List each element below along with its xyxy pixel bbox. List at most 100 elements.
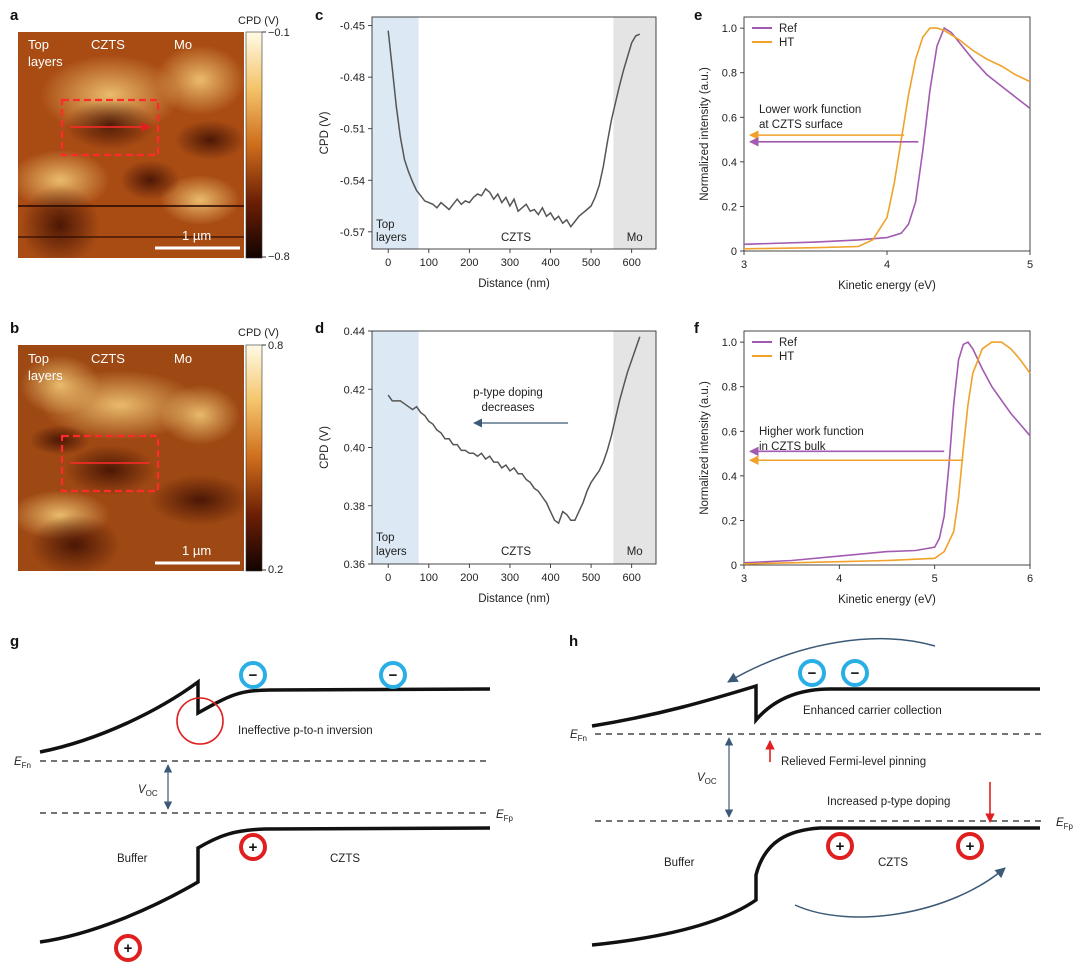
f-series-ht (743, 341, 1031, 565)
svg-text:−: − (389, 667, 398, 684)
h-czts-label: CZTS (878, 857, 908, 869)
f-xtick-label: 5 (932, 573, 938, 585)
panel-d-cpd-profile: d 0 100 200 300 400 500 600 0.36 0.38 0.40 0.42 0.4… (315, 320, 657, 605)
svg-text:−: − (249, 667, 258, 684)
h-efp-label: EFp (1056, 817, 1074, 831)
d-ytick-label: 0.40 (344, 443, 365, 455)
c-ytick-label: -0.51 (340, 124, 365, 136)
panel-e-ups-spectra: e 3 4 5 0 0.2 0.4 0.6 0.8 1.0 Kinetic energy (eV)… (694, 7, 1033, 292)
kpfm-map-b (18, 345, 244, 571)
d-region-label-mo: Mo (627, 546, 643, 558)
f-ytick-label: 0.8 (722, 382, 737, 394)
map-a-label-top: Top (28, 37, 49, 52)
panel-letter-e: e (694, 7, 702, 24)
c-ylabel: CPD (V) (319, 111, 331, 154)
d-annotation-line2: decreases (481, 402, 534, 414)
c-region-label-czts: CZTS (501, 232, 531, 244)
d-xtick-label: 400 (541, 572, 559, 584)
colorbar-a-max: −0.1 (268, 27, 290, 39)
d-ytick-label: 0.42 (344, 384, 365, 396)
d-region-label-layers: layers (376, 546, 407, 558)
e-series-ht (743, 27, 1031, 250)
g-valence-band (39, 826, 491, 944)
map-b-label-czts: CZTS (91, 351, 125, 366)
e-legend-label-ref: Ref (779, 23, 798, 35)
c-region-top-layers (372, 17, 419, 249)
c-xtick-label: 300 (501, 257, 519, 269)
f-ytick-label: 0.6 (722, 426, 737, 438)
panel-g-band-diagram: g EFn EFp VOC Buffer CZTS Ineffective p-… (10, 633, 514, 962)
h-hole-2: + (956, 832, 984, 860)
h-electron-flow-arrow (727, 638, 936, 683)
g-electron-2: − (379, 661, 407, 689)
d-region-label-czts: CZTS (501, 546, 531, 558)
g-buffer-label: Buffer (117, 853, 148, 865)
map-a-label-mo: Mo (174, 37, 192, 52)
c-ytick-label: -0.45 (340, 21, 365, 33)
panel-h-band-diagram: h EFn EFp VOC Buffer CZTS Enhanced carri… (569, 633, 1074, 947)
d-region-top-layers (372, 331, 419, 564)
c-cpd-line (387, 30, 641, 229)
e-annotation-line1: Lower work function (759, 104, 861, 116)
h-conduction-band (591, 683, 1040, 728)
d-xtick-label: 500 (582, 572, 600, 584)
h-annotation-pinning: Relieved Fermi-level pinning (781, 756, 926, 768)
panel-letter-a: a (10, 7, 19, 24)
colorbar-a (245, 31, 263, 259)
f-xtick-label: 3 (741, 573, 747, 585)
panel-a: a Top layers CZTS Mo 1 µm CPD (V) −0.1 −… (10, 7, 290, 263)
d-xtick-label: 100 (420, 572, 438, 584)
panel-letter-d: d (315, 320, 324, 337)
map-b-label-layers: layers (28, 368, 63, 383)
f-xtick-label: 6 (1027, 573, 1033, 585)
g-electron-1: − (239, 661, 267, 689)
e-xlabel: Kinetic energy (eV) (838, 280, 936, 292)
svg-text:+: + (249, 839, 258, 856)
f-ytick-label: 0.4 (722, 471, 737, 483)
d-xlabel: Distance (nm) (478, 593, 550, 605)
h-annotation-collection: Enhanced carrier collection (803, 705, 942, 717)
d-ytick-label: 0.38 (344, 501, 365, 513)
h-voc-label: VOC (697, 772, 717, 786)
d-xtick-label: 200 (460, 572, 478, 584)
map-b-label-mo: Mo (174, 351, 192, 366)
e-ylabel: Normalized intensity (a.u.) (699, 67, 711, 201)
svg-text:+: + (966, 838, 975, 855)
svg-text:+: + (124, 940, 133, 957)
d-region-mo (613, 331, 656, 564)
svg-text:+: + (836, 838, 845, 855)
f-annotation-line1: Higher work function (759, 426, 864, 438)
e-ytick-label: 0 (731, 246, 737, 258)
e-xtick-label: 4 (884, 259, 890, 271)
f-ytick-label: 0 (731, 560, 737, 572)
c-xtick-label: 0 (385, 257, 391, 269)
h-valence-band (591, 826, 1040, 947)
c-xtick-label: 400 (541, 257, 559, 269)
d-region-label-top: Top (376, 532, 395, 544)
f-ylabel: Normalized intensity (a.u.) (699, 381, 711, 515)
e-ytick-label: 0.2 (722, 201, 737, 213)
f-annotation-line2: in CZTS bulk (759, 441, 826, 453)
map-a-scalebar-label: 1 µm (182, 228, 211, 243)
c-xtick-label: 600 (622, 257, 640, 269)
h-buffer-label: Buffer (664, 857, 695, 869)
c-xtick-label: 100 (420, 257, 438, 269)
panel-letter-h: h (569, 633, 578, 650)
d-annotation-line1: p-type doping (473, 387, 543, 399)
e-ytick-label: 0.4 (722, 157, 737, 169)
g-voc-label: VOC (138, 784, 158, 798)
map-b-selection-box (60, 434, 160, 493)
map-b-label-top: Top (28, 351, 49, 366)
panel-f-ups-spectra: f 3 4 5 6 0 0.2 0.4 0.6 0.8 1.0 Kinetic energy (eV… (694, 320, 1033, 606)
panel-b: b Top layers CZTS Mo 1 µm CPD (V) 0.8 0.… (10, 320, 283, 576)
colorbar-a-title: CPD (V) (238, 15, 279, 27)
h-electron-1: − (798, 659, 826, 687)
f-xlabel: Kinetic energy (eV) (838, 594, 936, 606)
g-hole-1: + (239, 833, 267, 861)
e-series-ref (743, 26, 1031, 246)
f-plot-frame (743, 330, 1031, 566)
c-region-label-mo: Mo (627, 232, 643, 244)
panel-letter-f: f (694, 320, 700, 337)
d-xtick-label: 600 (622, 572, 640, 584)
